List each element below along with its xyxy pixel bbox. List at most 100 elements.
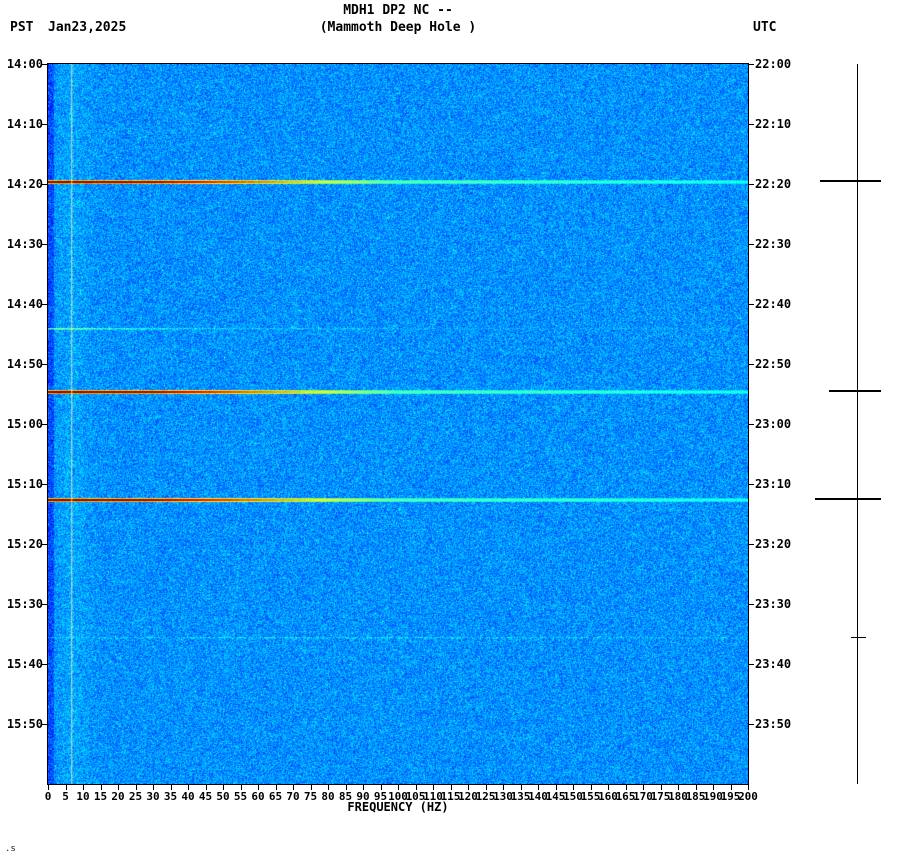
left-time-label: 15:30	[6, 597, 43, 611]
left-tick	[42, 184, 47, 185]
freq-tick-label: 190	[703, 790, 723, 803]
station-title: MDH1 DP2 NC --	[343, 3, 453, 18]
right-tick	[749, 304, 754, 305]
freq-tick	[100, 785, 102, 790]
freq-tick-label: 30	[146, 790, 160, 803]
freq-tick-label: 40	[181, 790, 195, 803]
right-tick	[749, 544, 754, 545]
right-time-label: 22:20	[755, 177, 792, 191]
freq-tick	[415, 785, 417, 790]
freq-tick-label: 175	[650, 790, 671, 803]
freq-tick	[205, 785, 207, 790]
freq-tick	[398, 785, 399, 790]
freq-tick-label: 150	[563, 790, 583, 803]
right-time-label: 23:50	[755, 717, 792, 731]
freq-tick-label: 195	[720, 790, 741, 803]
freq-tick-label: 20	[111, 790, 125, 803]
right-tick	[749, 664, 754, 665]
left-time-label: 14:20	[6, 177, 43, 191]
freq-tick	[503, 785, 504, 790]
right-tick	[749, 364, 754, 365]
right-tick	[749, 424, 754, 425]
left-tick	[42, 424, 47, 425]
scale-bar-mark	[829, 390, 881, 392]
freq-tick	[65, 785, 67, 790]
freq-tick	[748, 785, 749, 790]
scale-bar-mark	[820, 180, 881, 182]
left-time-label: 15:20	[6, 537, 43, 551]
freq-tick	[48, 785, 49, 790]
freq-tick	[380, 785, 382, 790]
freq-tick	[223, 785, 224, 790]
freq-tick-label: 5	[62, 790, 69, 803]
right-time-label: 22:40	[755, 297, 792, 311]
timezone-right-label: UTC	[753, 20, 777, 35]
left-time-label: 15:10	[6, 477, 43, 491]
freq-tick-label: 55	[233, 790, 248, 803]
left-tick	[42, 724, 47, 725]
freq-tick	[590, 785, 592, 790]
left-time-label: 15:40	[6, 657, 43, 671]
freq-tick-label: 15	[93, 790, 108, 803]
freq-tick	[520, 785, 522, 790]
freq-tick-label: 25	[128, 790, 143, 803]
freq-tick	[310, 785, 312, 790]
date-label: Jan23,2025	[48, 20, 127, 35]
timezone-left-label: PST	[10, 20, 34, 35]
freq-tick-label: 75	[303, 790, 318, 803]
right-tick	[749, 184, 754, 185]
freq-tick	[555, 785, 557, 790]
freq-tick	[345, 785, 347, 790]
left-tick	[42, 544, 47, 545]
freq-tick	[240, 785, 242, 790]
freq-tick-label: 50	[216, 790, 230, 803]
freq-tick-label: 140	[528, 790, 548, 803]
left-tick	[42, 124, 47, 125]
freq-tick	[573, 785, 574, 790]
freq-tick	[643, 785, 644, 790]
spectrogram-canvas	[48, 64, 748, 784]
plot-border	[47, 63, 749, 785]
right-time-label: 22:00	[755, 57, 792, 71]
right-tick	[749, 244, 754, 245]
freq-tick	[258, 785, 259, 790]
left-time-label: 14:50	[6, 357, 43, 371]
freq-tick-label: 105	[405, 790, 426, 803]
right-time-label: 23:20	[755, 537, 792, 551]
freq-tick-label: 10	[76, 790, 90, 803]
freq-tick-label: 110	[423, 790, 443, 803]
freq-tick-label: 155	[580, 790, 601, 803]
scale-bar-line	[857, 64, 858, 784]
left-time-label: 15:00	[6, 417, 43, 431]
freq-tick	[118, 785, 119, 790]
freq-tick-label: 90	[356, 790, 370, 803]
freq-tick	[153, 785, 154, 790]
freq-tick-label: 95	[373, 790, 388, 803]
freq-tick-label: 120	[458, 790, 478, 803]
freq-tick	[538, 785, 539, 790]
freq-tick	[450, 785, 452, 790]
right-time-label: 22:10	[755, 117, 792, 131]
x-axis-title: FREQUENCY (HZ)	[347, 800, 449, 814]
left-time-label: 14:40	[6, 297, 43, 311]
right-time-label: 23:30	[755, 597, 792, 611]
freq-tick-label: 115	[440, 790, 461, 803]
freq-tick	[695, 785, 697, 790]
freq-tick	[293, 785, 294, 790]
freq-tick-label: 165	[615, 790, 636, 803]
scale-bar-mark	[851, 637, 866, 638]
freq-tick-label: 65	[268, 790, 283, 803]
freq-tick	[433, 785, 434, 790]
left-tick	[42, 244, 47, 245]
right-time-label: 22:30	[755, 237, 792, 251]
left-time-label: 14:30	[6, 237, 43, 251]
freq-tick	[83, 785, 84, 790]
freq-tick	[678, 785, 679, 790]
freq-tick	[660, 785, 662, 790]
freq-tick-label: 135	[510, 790, 531, 803]
freq-tick	[363, 785, 364, 790]
left-tick	[42, 364, 47, 365]
freq-tick	[188, 785, 189, 790]
right-time-label: 22:50	[755, 357, 792, 371]
